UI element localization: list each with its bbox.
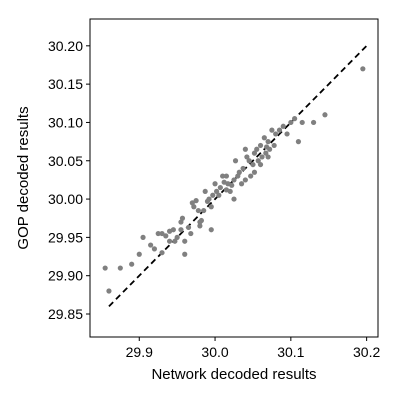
data-point (170, 227, 176, 233)
data-point (284, 131, 290, 137)
y-axis-label: GOP decoded results (15, 106, 32, 249)
y-tick-label: 29.95 (48, 229, 83, 245)
y-tick-label: 30.20 (48, 38, 83, 54)
data-point (265, 154, 271, 160)
data-point (208, 204, 214, 210)
data-point (201, 207, 207, 214)
y-axis: 29.85 29.90 29.95 30.00 30.05 30.10 30.15 30.20 (48, 38, 90, 322)
data-point (276, 127, 283, 133)
data-point (240, 165, 246, 172)
data-point (310, 119, 317, 126)
data-point (257, 161, 264, 168)
data-point (117, 265, 123, 271)
data-point (248, 173, 254, 179)
data-point (263, 144, 270, 150)
data-point (246, 158, 252, 164)
data-point (292, 116, 298, 122)
data-point (231, 177, 237, 183)
x-tick-label: 30.2 (353, 344, 380, 360)
data-point (140, 234, 146, 240)
data-point (299, 119, 305, 126)
data-point (159, 250, 165, 256)
y-tick-label: 30.15 (48, 76, 83, 92)
x-tick-label: 29.9 (126, 344, 153, 360)
data-point (271, 142, 277, 149)
data-point (236, 169, 242, 175)
data-point (231, 196, 237, 202)
data-point (163, 233, 169, 239)
data-point (178, 219, 184, 225)
y-tick-label: 30.10 (48, 114, 83, 130)
data-point (188, 230, 194, 237)
data-point (288, 119, 294, 126)
data-point (322, 112, 328, 118)
points-layer (102, 66, 366, 294)
data-point (106, 288, 112, 294)
data-point (216, 192, 222, 198)
x-tick-label: 30.1 (277, 344, 304, 360)
data-point (195, 207, 201, 214)
data-point (174, 234, 180, 240)
data-point (242, 146, 248, 152)
data-point (102, 265, 108, 271)
data-point (259, 154, 265, 160)
y-tick-label: 30.00 (48, 191, 83, 207)
data-point (185, 224, 192, 231)
data-point (232, 158, 239, 164)
data-point (148, 242, 154, 248)
data-point (263, 150, 269, 156)
data-point (255, 158, 261, 164)
data-point (159, 230, 165, 237)
data-point (136, 251, 142, 257)
data-point (193, 198, 199, 204)
data-point (261, 135, 267, 141)
data-point (244, 154, 250, 160)
data-point (129, 261, 135, 267)
data-point (251, 169, 258, 175)
y-tick-label: 29.85 (48, 306, 83, 322)
data-point (206, 196, 212, 202)
data-point (251, 150, 258, 156)
y-tick-label: 30.05 (48, 153, 83, 169)
data-point (242, 177, 248, 183)
data-point (202, 188, 208, 195)
data-point (198, 217, 205, 224)
data-point (250, 161, 256, 168)
data-point (220, 173, 226, 179)
data-point (217, 184, 223, 191)
data-point (182, 251, 188, 257)
data-point (208, 227, 214, 233)
data-point (197, 223, 203, 229)
data-point (360, 66, 366, 72)
data-point (212, 181, 218, 187)
data-point (265, 139, 271, 145)
data-point (227, 188, 233, 195)
y-tick-label: 29.90 (48, 268, 83, 284)
data-point (229, 182, 235, 188)
x-tick-label: 30.0 (201, 344, 228, 360)
data-point (254, 146, 260, 152)
data-point (191, 204, 197, 210)
data-point (172, 238, 178, 244)
data-point (269, 127, 275, 133)
x-axis: 29.9 30.0 30.1 30.2 (126, 337, 380, 360)
data-point (213, 188, 220, 195)
data-point (257, 142, 264, 149)
data-point (182, 238, 188, 244)
data-point (280, 123, 286, 129)
data-point (178, 227, 184, 233)
plot-frame (89, 18, 379, 338)
data-point (151, 246, 158, 252)
data-point (295, 139, 302, 145)
data-point (210, 192, 216, 198)
data-point (223, 173, 230, 179)
data-point (238, 181, 245, 187)
x-axis-label: Network decoded results (151, 366, 316, 383)
data-point (155, 230, 161, 237)
data-point (166, 238, 173, 244)
data-point (273, 131, 279, 137)
